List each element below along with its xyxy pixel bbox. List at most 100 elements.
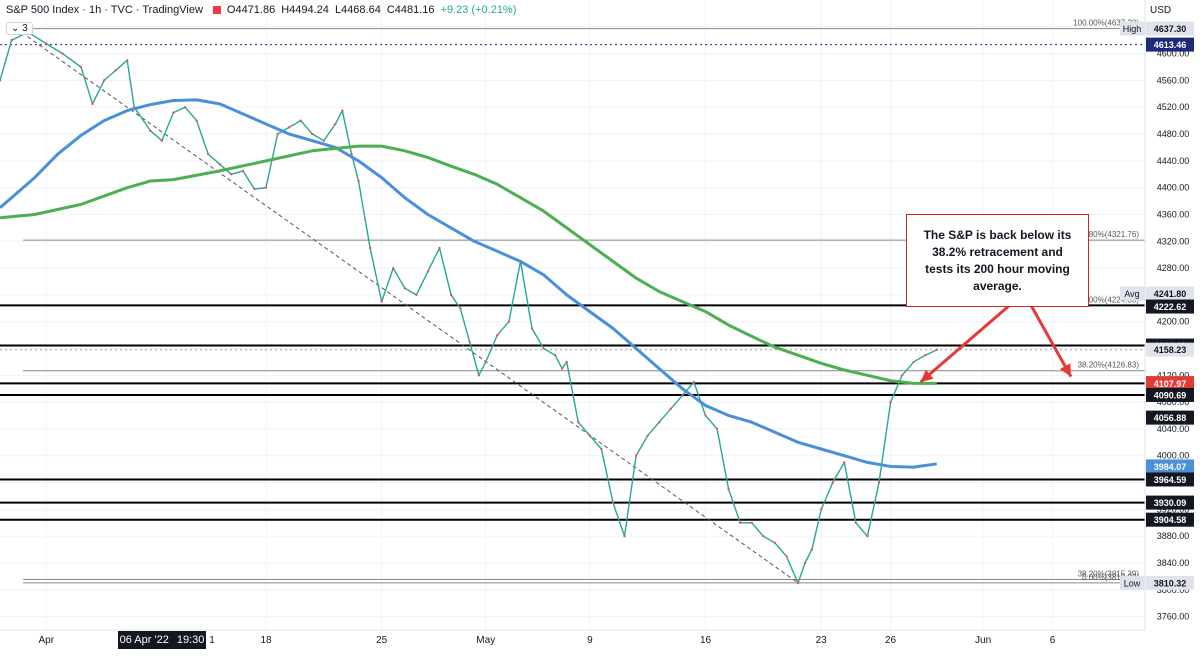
price-tag-label: 4090.69 — [1154, 390, 1187, 400]
price-point — [831, 481, 834, 484]
price-point — [530, 327, 534, 330]
price-point — [803, 561, 807, 565]
price-point — [924, 354, 927, 357]
price-tag-label: 4637.30 — [1154, 24, 1187, 34]
price-point — [477, 374, 481, 377]
low-value: L4468.64 — [334, 4, 381, 16]
price-point — [264, 186, 268, 189]
dashed-price-lines — [0, 44, 1145, 351]
price-point — [287, 126, 291, 129]
crosshair-time-tag: 06 Apr '22 19:30 — [118, 631, 206, 649]
price-tag — [1146, 376, 1194, 391]
price-point — [669, 407, 673, 411]
price-tag — [1146, 286, 1194, 301]
arrow-head — [1059, 363, 1071, 377]
price-point — [785, 555, 788, 558]
price-point — [218, 163, 221, 166]
indicators-collapse-button[interactable]: ⌄ 3 — [6, 22, 33, 35]
price-point — [484, 360, 487, 364]
price-point — [762, 534, 765, 538]
plot-background — [0, 0, 1145, 630]
price-point — [600, 447, 603, 451]
price-point — [854, 521, 858, 524]
price-tick-label: 4360.00 — [1157, 209, 1190, 219]
trendline-line — [15, 28, 799, 584]
price-tick-label: 4080.00 — [1157, 397, 1190, 407]
price-tag-label: 3930.09 — [1154, 498, 1187, 508]
time-tick-label: 9 — [587, 635, 593, 646]
price-tick-label: 4040.00 — [1157, 424, 1190, 434]
close-value: C4481.16 — [386, 4, 435, 16]
price-point — [341, 109, 344, 112]
price-point — [114, 69, 117, 72]
annotation-callout[interactable]: The S&P is back below its 38.2% retracem… — [906, 214, 1089, 307]
price-point — [715, 427, 719, 431]
time-tick-label: 1 — [209, 635, 215, 646]
time-tick-label: May — [476, 635, 495, 646]
price-tag-prefix-label: Low — [1124, 578, 1141, 588]
price-point — [496, 333, 499, 337]
high-value: H4494.24 — [281, 4, 329, 16]
price-tick-label: 4280.00 — [1157, 263, 1190, 273]
price-point — [900, 374, 904, 377]
price-point — [299, 119, 302, 122]
price-point — [692, 380, 696, 384]
price-tag — [1146, 410, 1194, 425]
price-axis-background — [1145, 0, 1200, 653]
price-tick-label: 3760.00 — [1157, 612, 1190, 622]
price-point — [368, 246, 372, 250]
price-tick-label: 4600.00 — [1157, 49, 1190, 59]
price-point — [810, 548, 814, 551]
price-point — [739, 521, 742, 524]
price-point — [588, 434, 592, 437]
price-point — [415, 293, 418, 297]
change-value: +9.23 (+0.21%) — [440, 4, 517, 16]
price-point — [334, 122, 337, 126]
price-point — [750, 521, 753, 524]
price-point — [160, 139, 164, 142]
price-point — [79, 65, 83, 69]
price-point — [819, 508, 823, 511]
fib-label: 38.20%(4126.83) — [1078, 361, 1140, 370]
price-point — [623, 534, 626, 538]
price-tick-label: 4400.00 — [1157, 183, 1190, 193]
price-tick-label: 3840.00 — [1157, 558, 1190, 568]
chart-header: S&P 500 Index · 1h · TVC · TradingView O… — [0, 0, 516, 20]
price-point — [149, 129, 152, 132]
price-tag — [1146, 299, 1194, 314]
price-point — [350, 152, 353, 156]
price-tag-label: 4222.62 — [1154, 302, 1187, 312]
price-tag-label: 4056.88 — [1154, 413, 1187, 423]
price-tag — [1146, 495, 1194, 510]
open-value: O4471.86 — [226, 4, 276, 16]
price-point — [727, 488, 730, 491]
crosshair-date: 06 Apr '22 — [119, 634, 169, 646]
price-tag-prefix-label: High — [1123, 24, 1142, 34]
price-tag — [1146, 21, 1194, 36]
price-point — [866, 534, 869, 538]
time-tick-label: 23 — [816, 635, 828, 646]
price-point — [773, 541, 777, 545]
price-point — [468, 340, 471, 344]
price-point — [646, 434, 649, 437]
price-tag-prefix-label: Avg — [1124, 289, 1139, 299]
price-point — [426, 270, 430, 273]
currency-label[interactable]: USD — [1150, 5, 1172, 16]
price-point — [276, 132, 279, 136]
price-tag — [1146, 512, 1194, 527]
price-tags: 4637.30High4613.464241.80Avg4222.624164.… — [1120, 21, 1194, 590]
price-tick-label: 4200.00 — [1157, 317, 1190, 327]
price-tick-label: 3880.00 — [1157, 531, 1190, 541]
price-tag — [1146, 472, 1194, 487]
price-point — [935, 348, 939, 352]
price-point — [553, 354, 557, 357]
price-point — [206, 152, 210, 156]
moving-average-line — [0, 144, 937, 385]
price-point — [230, 173, 233, 176]
price-tick-label: 4120.00 — [1157, 370, 1190, 380]
price-point — [10, 39, 13, 42]
time-tick-label: 26 — [885, 635, 897, 646]
arrow-head — [920, 369, 934, 383]
symbol-title[interactable]: S&P 500 Index · 1h · TVC · TradingView — [6, 4, 203, 16]
